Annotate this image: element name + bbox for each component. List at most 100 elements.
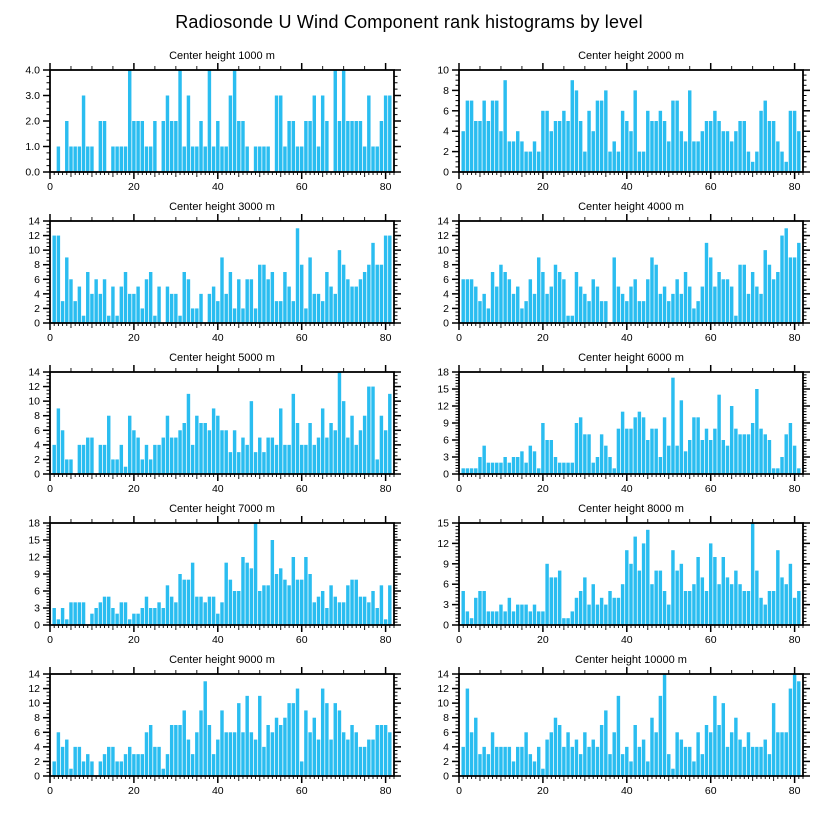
bars [52,228,392,323]
panel-title: Center height 6000 m [578,352,684,364]
bar [688,746,692,776]
bar [637,411,642,474]
bar [102,754,107,776]
bar [224,732,228,776]
bar [283,579,287,625]
bar [107,596,111,625]
bars [461,523,801,625]
bar [325,437,329,474]
bar [161,121,165,172]
bar [241,308,245,323]
bar [325,703,329,776]
bar [140,308,145,323]
bar [153,746,157,776]
bar [161,608,165,625]
bar [266,437,270,474]
bar [784,732,788,776]
bar [312,717,317,776]
y-tick-label: 4 [443,288,449,300]
bar [499,604,503,625]
bar [482,746,486,776]
bar [253,523,258,625]
bar [69,602,73,625]
bar [77,146,82,172]
plot-border [458,371,804,475]
bar [341,70,346,172]
bar [207,725,212,776]
bar [375,146,379,172]
y-tick-label: 12 [28,230,40,242]
y-tick-label: 12 [437,538,449,550]
bar [287,286,291,323]
bar [570,611,574,625]
bar [287,585,291,625]
bar [474,597,478,625]
bar [566,732,570,776]
bar [81,315,86,323]
x-tick-label: 80 [380,181,392,193]
bar [792,674,797,776]
bar [524,151,528,172]
bar [337,602,342,625]
bar [270,437,275,474]
x-tick-label: 60 [296,785,308,797]
y-tick-label: 9 [34,569,40,581]
bar [578,754,583,776]
bar [625,746,629,776]
bar [333,430,337,474]
bar [144,279,149,323]
bar [232,591,237,625]
bar [545,563,549,625]
y-tick-label: 12 [28,683,40,695]
bar [232,732,237,776]
bar [738,739,742,776]
bar [169,437,174,474]
x-tick-label: 80 [789,785,801,797]
bar [69,768,73,776]
bar [258,264,262,323]
bar [287,121,291,172]
bar [478,754,482,776]
bar [220,710,224,776]
bar [73,146,77,172]
bar [266,725,270,776]
bar [148,146,153,172]
x-tick-label: 0 [456,332,462,344]
y-tick-label: 3 [443,452,449,464]
bar [329,739,333,776]
bar [161,768,165,776]
bar [132,754,136,776]
bar [578,591,583,625]
bar [482,591,486,625]
y-tick-label: 6 [34,274,40,286]
bar [612,597,616,625]
bar [262,452,266,474]
bar [545,110,549,172]
bar [241,732,245,776]
x-tick-label: 0 [456,785,462,797]
y-tick-label: 0 [443,771,449,783]
bar [637,301,642,323]
bar [704,591,709,625]
bar [469,100,474,172]
bar [174,437,178,474]
bar [81,761,86,776]
bar [566,618,570,625]
y-tick-label: 10 [437,245,449,257]
bar [662,121,667,172]
bar [746,293,751,323]
bar [325,121,329,172]
bar [123,602,128,625]
bar [383,619,388,625]
bar [516,457,520,474]
bar [788,688,793,776]
y-tick-label: 14 [28,669,40,681]
bar [629,286,633,323]
bar [729,286,734,323]
bar [461,468,465,474]
bar [599,597,604,625]
bar [182,579,186,625]
y-tick-label: 0 [34,318,40,330]
bar [629,428,633,474]
bars [56,70,392,172]
